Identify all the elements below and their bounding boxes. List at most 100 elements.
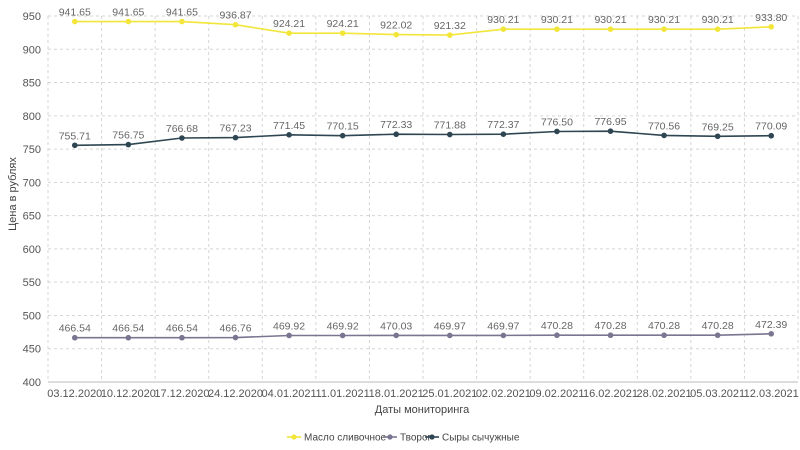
data-label: 930.21	[594, 14, 626, 26]
x-tick-label: 04.01.2021	[262, 388, 317, 400]
series-line	[74, 333, 772, 339]
data-label: 769.25	[702, 121, 734, 133]
data-label: 466.54	[59, 323, 91, 335]
data-point	[71, 142, 78, 149]
data-point	[179, 135, 185, 141]
legend-marker	[429, 434, 435, 440]
data-label: 924.21	[327, 18, 359, 30]
data-point	[286, 132, 292, 138]
data-point	[607, 128, 614, 134]
data-label: 933.80	[755, 12, 787, 24]
y-tick-label: 950	[23, 11, 41, 23]
data-label: 756.75	[112, 130, 144, 142]
y-tick-label: 850	[23, 78, 41, 90]
x-tick-label: 10.12.2020	[101, 388, 156, 400]
data-point	[232, 334, 239, 341]
data-point	[768, 132, 775, 139]
data-label: 470.28	[541, 320, 573, 332]
data-point	[232, 134, 239, 141]
data-point	[714, 133, 721, 140]
data-label: 930.21	[648, 14, 680, 26]
data-label: 770.56	[648, 120, 680, 132]
x-tick-label: 12.03.2021	[744, 388, 799, 400]
data-label: 466.54	[112, 323, 144, 335]
data-label: 776.95	[594, 116, 626, 128]
series-line	[74, 130, 772, 147]
data-point	[500, 131, 507, 138]
x-tick-label: 18.01.2021	[369, 388, 424, 400]
data-label: 772.33	[380, 119, 412, 131]
data-point	[125, 18, 132, 25]
data-label: 941.65	[166, 7, 198, 19]
data-point	[446, 32, 453, 38]
data-point	[554, 332, 560, 339]
x-tick-label: 03.12.2020	[47, 388, 102, 400]
data-point	[393, 131, 400, 138]
data-point	[500, 332, 507, 339]
series-line	[74, 20, 772, 36]
data-label: 470.03	[380, 320, 412, 332]
x-tick-label: 02.02.2021	[476, 388, 531, 400]
y-tick-label: 600	[23, 244, 41, 256]
data-point	[607, 26, 614, 32]
data-label-layer: 941.65 941.65 941.65 936.87 924.21 924.21 922.…	[59, 7, 788, 335]
data-point	[232, 21, 239, 28]
data-label: 469.97	[487, 320, 519, 332]
x-tick-label: 16.02.2021	[583, 388, 638, 400]
data-point	[661, 26, 667, 32]
data-label: 771.88	[434, 120, 466, 132]
data-point	[393, 31, 400, 38]
data-label: 470.28	[702, 320, 734, 332]
data-point	[339, 30, 346, 36]
y-tick-label: 500	[23, 310, 41, 322]
y-tick-label: 650	[23, 211, 41, 223]
series-layer	[71, 18, 775, 341]
y-tick-label: 900	[23, 44, 41, 56]
data-point	[714, 26, 721, 32]
legend: Масло сливочное Творог Сыры сычужные	[287, 433, 520, 444]
x-tick-label: 17.12.2020	[154, 388, 209, 400]
data-label: 941.65	[112, 7, 144, 19]
data-point	[179, 18, 185, 25]
data-label: 469.97	[434, 320, 466, 332]
data-point	[554, 128, 560, 135]
data-point	[71, 334, 78, 341]
data-point	[500, 26, 507, 32]
data-label: 771.45	[273, 120, 305, 132]
y-tick-label: 750	[23, 144, 41, 156]
data-point	[125, 334, 132, 341]
x-axis-title: Даты мониторинга	[375, 404, 470, 416]
legend-label: Творог	[400, 433, 432, 444]
data-label: 767.23	[219, 123, 251, 135]
data-label: 776.50	[541, 116, 573, 128]
x-tick-label: 28.02.2021	[637, 388, 692, 400]
data-label: 930.21	[541, 14, 573, 26]
legend-marker	[387, 434, 393, 440]
data-point	[714, 332, 721, 339]
data-label: 470.28	[594, 320, 626, 332]
data-point	[661, 132, 667, 139]
data-label: 770.15	[327, 121, 359, 133]
data-point	[393, 332, 400, 339]
y-tick-label: 400	[23, 377, 41, 389]
data-label: 772.37	[487, 119, 519, 131]
data-point	[71, 18, 78, 25]
data-label: 469.92	[273, 320, 305, 332]
y-tick-label: 800	[23, 111, 41, 123]
y-tick-label: 700	[23, 177, 41, 189]
data-point	[125, 141, 132, 148]
data-label: 466.54	[166, 323, 198, 335]
data-point	[607, 332, 614, 339]
data-label: 466.76	[219, 323, 251, 335]
data-label: 470.28	[648, 320, 680, 332]
data-label: 936.87	[219, 10, 251, 22]
data-label: 922.02	[380, 20, 412, 32]
x-tick-label: 09.02.2021	[529, 388, 584, 400]
data-point	[446, 131, 453, 138]
legend-marker	[291, 434, 297, 440]
data-label: 766.68	[166, 123, 198, 135]
data-point	[554, 26, 560, 32]
data-label: 930.21	[487, 14, 519, 26]
data-point	[286, 332, 292, 339]
